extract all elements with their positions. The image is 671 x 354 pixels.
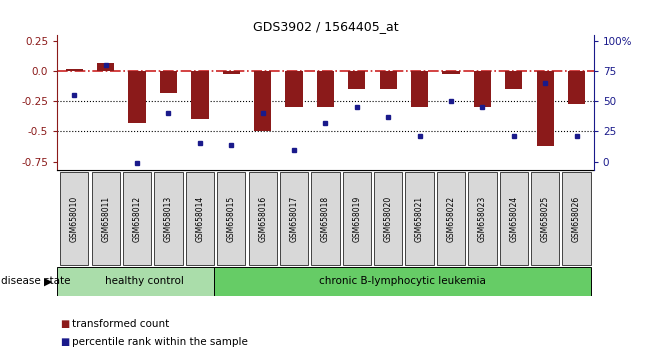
- Text: transformed count: transformed count: [72, 319, 169, 329]
- Text: GSM658014: GSM658014: [195, 195, 205, 242]
- Title: GDS3902 / 1564405_at: GDS3902 / 1564405_at: [252, 20, 399, 33]
- Text: GSM658016: GSM658016: [258, 195, 267, 242]
- Bar: [57, 267, 214, 296]
- Text: GSM658022: GSM658022: [446, 195, 456, 242]
- FancyBboxPatch shape: [91, 172, 120, 266]
- Text: GSM658023: GSM658023: [478, 195, 487, 242]
- Text: GSM658019: GSM658019: [352, 195, 361, 242]
- Bar: [474, 72, 491, 108]
- Text: GSM658020: GSM658020: [384, 195, 393, 242]
- Text: GSM658010: GSM658010: [70, 195, 79, 242]
- Text: GSM658026: GSM658026: [572, 195, 581, 242]
- Bar: [66, 69, 83, 72]
- Bar: [317, 72, 334, 108]
- Bar: [505, 72, 523, 90]
- Text: GSM658017: GSM658017: [290, 195, 299, 242]
- Text: GSM658013: GSM658013: [164, 195, 173, 242]
- FancyBboxPatch shape: [154, 172, 183, 266]
- Text: GSM658021: GSM658021: [415, 195, 424, 242]
- Bar: [411, 72, 428, 108]
- FancyBboxPatch shape: [500, 172, 528, 266]
- Bar: [254, 72, 271, 131]
- FancyBboxPatch shape: [562, 172, 590, 266]
- Bar: [128, 72, 146, 123]
- FancyBboxPatch shape: [123, 172, 151, 266]
- FancyBboxPatch shape: [374, 172, 403, 266]
- FancyBboxPatch shape: [248, 172, 276, 266]
- FancyBboxPatch shape: [280, 172, 308, 266]
- Bar: [537, 72, 554, 146]
- Text: GSM658025: GSM658025: [541, 195, 550, 242]
- FancyBboxPatch shape: [60, 172, 89, 266]
- FancyBboxPatch shape: [468, 172, 497, 266]
- FancyBboxPatch shape: [311, 172, 340, 266]
- Bar: [380, 72, 397, 90]
- FancyBboxPatch shape: [343, 172, 371, 266]
- Bar: [191, 72, 209, 119]
- Bar: [442, 72, 460, 74]
- FancyBboxPatch shape: [405, 172, 433, 266]
- FancyBboxPatch shape: [437, 172, 465, 266]
- FancyBboxPatch shape: [217, 172, 246, 266]
- Bar: [285, 72, 303, 108]
- Text: GSM658018: GSM658018: [321, 195, 330, 242]
- Text: disease state: disease state: [1, 276, 71, 286]
- Bar: [568, 72, 585, 104]
- Bar: [97, 63, 114, 72]
- Text: GSM658012: GSM658012: [133, 195, 142, 242]
- Text: ▶: ▶: [44, 276, 52, 286]
- Text: percentile rank within the sample: percentile rank within the sample: [72, 337, 248, 347]
- FancyBboxPatch shape: [531, 172, 560, 266]
- Bar: [160, 72, 177, 93]
- Text: GSM658015: GSM658015: [227, 195, 236, 242]
- Bar: [223, 72, 240, 74]
- Text: GSM658024: GSM658024: [509, 195, 518, 242]
- Text: chronic B-lymphocytic leukemia: chronic B-lymphocytic leukemia: [319, 276, 486, 286]
- Text: ■: ■: [60, 319, 70, 329]
- Bar: [214, 267, 590, 296]
- FancyBboxPatch shape: [186, 172, 214, 266]
- Text: ■: ■: [60, 337, 70, 347]
- Text: GSM658011: GSM658011: [101, 195, 110, 242]
- Text: healthy control: healthy control: [105, 276, 184, 286]
- Bar: [348, 72, 366, 90]
